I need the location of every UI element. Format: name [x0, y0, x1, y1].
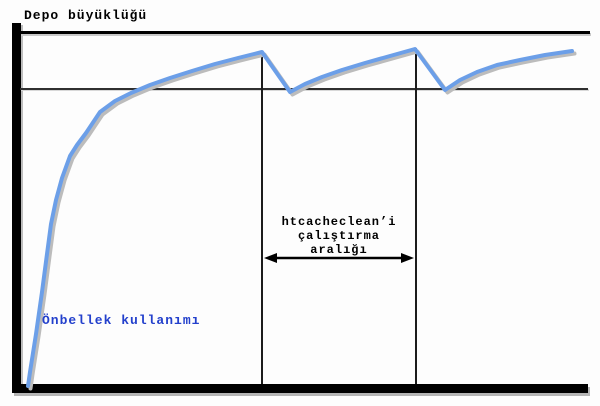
interval-label-line-3: aralığı	[310, 243, 368, 257]
interval-label-line-2: çalıştırma	[297, 229, 380, 243]
x-axis	[12, 384, 588, 393]
curve-label: Önbellek kullanımı	[42, 313, 201, 328]
cache-target-line	[20, 88, 588, 90]
y-axis-label: Depo büyüklüğü	[24, 8, 148, 23]
interval-label: htcacheclean’i çalıştırma aralığı	[262, 215, 416, 257]
interval-label-line-1: htcacheclean’i	[281, 215, 397, 229]
y-axis	[12, 23, 21, 393]
store-size-limit-line	[20, 31, 590, 34]
